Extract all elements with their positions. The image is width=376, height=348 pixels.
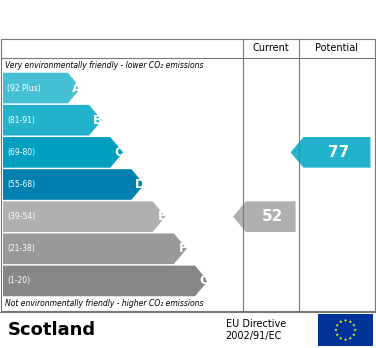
Text: Very environmentally friendly - lower CO₂ emissions: Very environmentally friendly - lower CO… (5, 61, 203, 70)
Text: EU Directive
2002/91/EC: EU Directive 2002/91/EC (226, 319, 286, 341)
Polygon shape (344, 338, 347, 341)
Polygon shape (339, 320, 343, 323)
Polygon shape (3, 73, 81, 103)
Text: 77: 77 (328, 145, 350, 160)
Text: Environmental Impact (CO₂) Rating: Environmental Impact (CO₂) Rating (30, 11, 346, 26)
Polygon shape (3, 201, 165, 232)
Text: (1-20): (1-20) (7, 276, 30, 285)
Polygon shape (336, 324, 339, 326)
Polygon shape (334, 328, 338, 331)
Text: D: D (135, 178, 146, 191)
Polygon shape (3, 266, 208, 296)
Polygon shape (352, 324, 355, 326)
Polygon shape (291, 137, 370, 168)
Text: Scotland: Scotland (8, 321, 96, 339)
Polygon shape (353, 328, 357, 331)
Text: (81-91): (81-91) (7, 116, 35, 125)
Text: B: B (93, 114, 103, 127)
Text: (55-68): (55-68) (7, 180, 35, 189)
Polygon shape (3, 105, 102, 135)
Text: (92 Plus): (92 Plus) (7, 84, 41, 93)
Text: A: A (72, 81, 82, 95)
Text: Current: Current (252, 43, 289, 53)
Polygon shape (3, 234, 187, 264)
Polygon shape (349, 337, 352, 340)
Polygon shape (352, 333, 355, 336)
Polygon shape (3, 169, 144, 200)
Text: E: E (158, 210, 166, 223)
Text: Not environmentally friendly - higher CO₂ emissions: Not environmentally friendly - higher CO… (5, 300, 203, 308)
Bar (318, 314, 373, 346)
Polygon shape (344, 319, 347, 322)
Text: G: G (199, 275, 209, 287)
Text: (69-80): (69-80) (7, 148, 35, 157)
Text: (21-38): (21-38) (7, 244, 35, 253)
Text: Potential: Potential (315, 43, 358, 53)
Polygon shape (349, 320, 352, 323)
Text: 52: 52 (262, 209, 284, 224)
Polygon shape (339, 337, 343, 340)
Polygon shape (336, 333, 339, 336)
Text: F: F (179, 242, 187, 255)
Polygon shape (233, 201, 296, 232)
Polygon shape (3, 137, 123, 168)
Text: C: C (115, 146, 124, 159)
Text: (39-54): (39-54) (7, 212, 35, 221)
